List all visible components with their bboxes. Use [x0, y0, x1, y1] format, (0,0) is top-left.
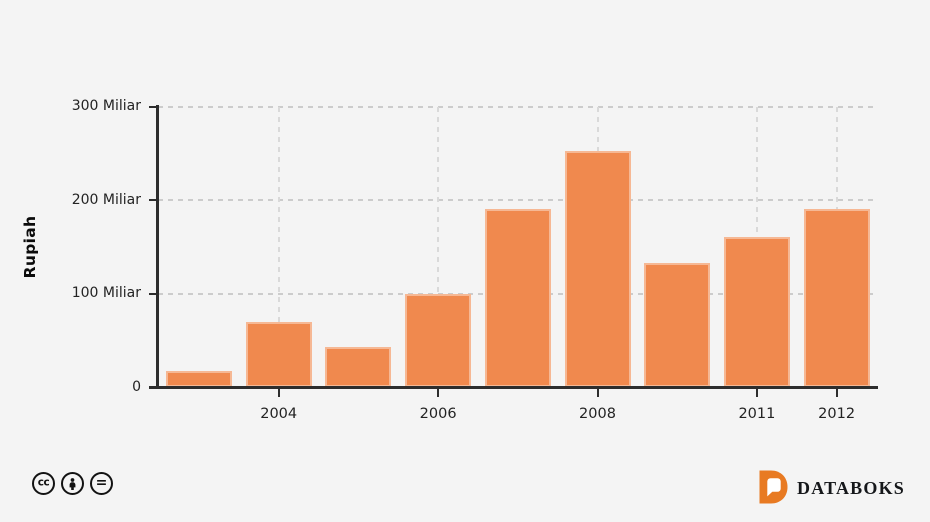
bar-index-0[interactable]	[166, 371, 232, 387]
bar-2012[interactable]	[803, 209, 870, 387]
y-tick-300	[149, 105, 158, 108]
h-gridline-300	[158, 105, 875, 108]
databoks-logo[interactable]: DATABOKS	[759, 470, 905, 504]
cc-icon[interactable]: cc	[32, 472, 55, 495]
x-tick-2004	[277, 388, 280, 397]
y-tick-label-300: 300 Miliar	[71, 98, 141, 114]
x-tick-2008	[596, 388, 599, 397]
x-tick-label-2008: 2008	[579, 406, 616, 422]
databoks-d-icon	[759, 470, 788, 504]
x-tick-2006	[437, 388, 440, 397]
y-tick-label-0: 0	[132, 378, 141, 395]
bar-index-4[interactable]	[484, 209, 551, 387]
bar-index-2[interactable]	[325, 346, 392, 387]
bar-2006[interactable]	[405, 293, 472, 387]
y-tick-label-100: 100 Miliar	[71, 285, 141, 301]
x-tick-label-2011: 2011	[738, 406, 776, 422]
bar-2011[interactable]	[723, 237, 790, 387]
x-tick-label-2004: 2004	[260, 406, 298, 422]
v-gridline-2006	[437, 106, 440, 387]
h-gridline-200	[158, 199, 875, 201]
brand-name: DATABOKS	[797, 478, 905, 498]
license-bar: cc =	[32, 472, 113, 495]
x-tick-label-2006: 2006	[419, 406, 457, 422]
y-axis-title: Rupiah	[21, 215, 39, 279]
y-tick-0	[149, 386, 158, 388]
bar-index-6[interactable]	[644, 262, 711, 387]
bar-2004[interactable]	[245, 321, 312, 387]
x-axis-line	[149, 386, 878, 389]
y-tick-200	[149, 199, 158, 201]
x-tick-2011	[755, 388, 758, 397]
y-axis-line	[156, 105, 159, 388]
v-gridline-2004	[277, 106, 280, 387]
attribution-icon[interactable]	[61, 472, 84, 495]
no-derivatives-icon[interactable]: =	[90, 472, 113, 495]
bar-2008[interactable]	[564, 151, 631, 387]
x-tick-2012	[835, 388, 838, 397]
x-tick-label-2012: 2012	[818, 406, 856, 422]
y-tick-100	[149, 292, 158, 295]
y-tick-label-200: 200 Miliar	[71, 191, 141, 208]
